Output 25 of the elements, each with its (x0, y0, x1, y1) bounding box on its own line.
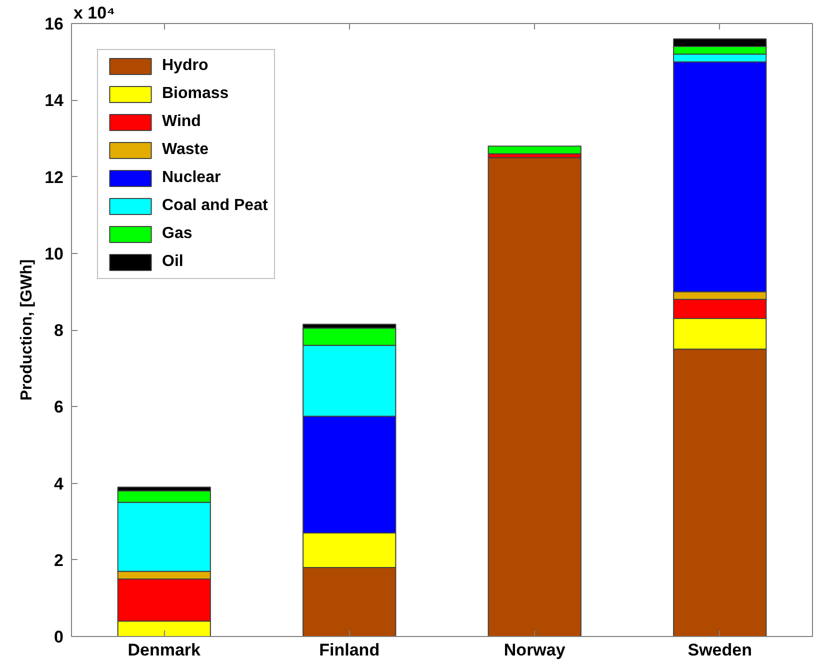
y-axis-title: Production, [GWh] (18, 259, 36, 401)
legend-label: Hydro (162, 57, 208, 75)
x-tick-label: Denmark (128, 640, 202, 660)
bar (488, 146, 582, 154)
y-tick-label: 16 (44, 14, 64, 34)
text: x 10⁴ (74, 4, 115, 22)
legend-label: Coal and Peat (162, 197, 268, 215)
y-tick-label: 8 (54, 321, 64, 340)
legend-label: Biomass (162, 85, 229, 103)
x-tick-label: Finland (319, 640, 380, 660)
legend-label: Gas (162, 225, 192, 243)
legend-label: Wind (162, 113, 201, 131)
y-tick-label: 12 (44, 168, 64, 187)
legend-label: Oil (162, 253, 184, 271)
y-tick-label: 10 (44, 244, 64, 264)
y-tick-label: 14 (44, 91, 64, 110)
y-tick-label: 2 (54, 550, 64, 570)
y-tick-label: 6 (54, 398, 64, 417)
x-tick-label: Norway (504, 640, 566, 660)
y-tick-label: 0 (54, 628, 64, 646)
legend-label: Nuclear (162, 169, 221, 187)
x-tick-label: Sweden (688, 640, 752, 660)
legend-label: Waste (162, 141, 209, 159)
bar (488, 157, 582, 636)
y-tick-label: 4 (54, 474, 64, 494)
